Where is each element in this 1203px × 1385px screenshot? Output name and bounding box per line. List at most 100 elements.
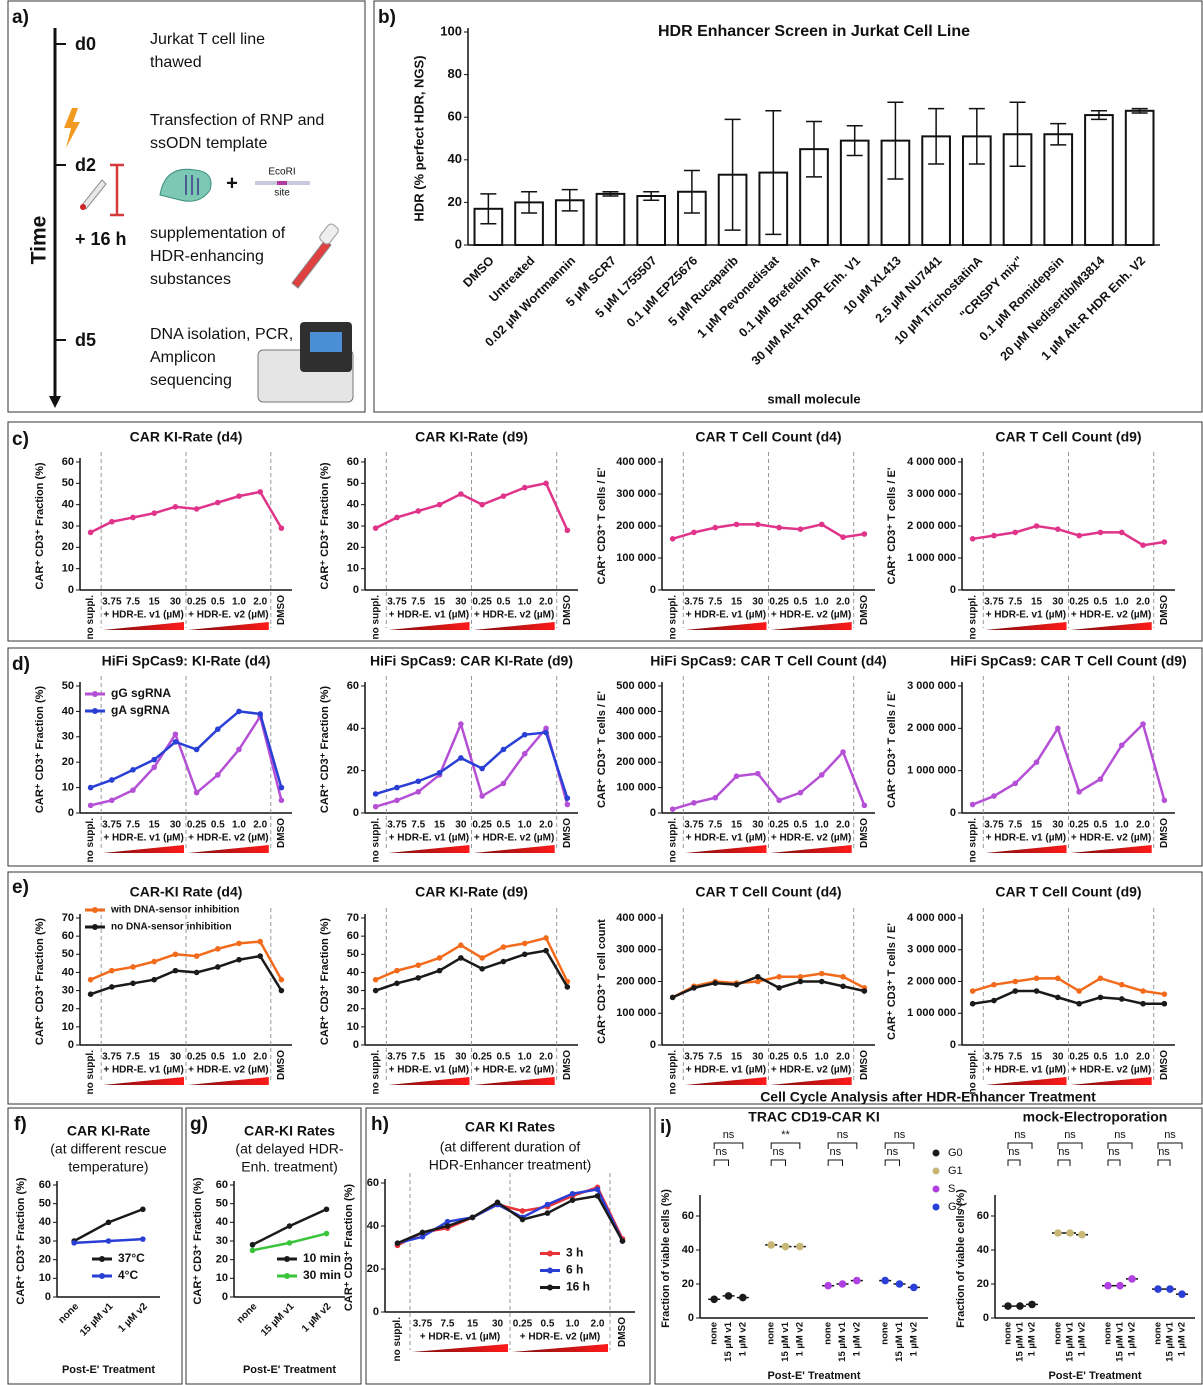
point [1012, 530, 1018, 536]
x-tick-label: 1.0 [815, 1052, 829, 1063]
point [1098, 776, 1104, 782]
chart-subtitle: TRAC CD19-CAR KI [748, 1109, 879, 1125]
x-tick-label: 15 µM v1 [723, 1321, 734, 1362]
y-tick-label: 70 [347, 912, 359, 924]
point [565, 802, 571, 808]
y-tick-label: 10 [347, 563, 359, 575]
point [798, 790, 804, 796]
point [88, 977, 94, 983]
point [1012, 988, 1018, 994]
figure: a) b) c) d) e) f) g) h) i) Time d0 d2 + … [0, 0, 1203, 1385]
point [691, 800, 697, 806]
y-axis-label: CAR⁺ CD3⁺ Fraction (%) [319, 686, 331, 813]
x-tick-label: 2.0 [539, 820, 553, 831]
point [470, 1215, 476, 1221]
point [501, 493, 507, 499]
dose-ramp [388, 845, 469, 853]
y-tick-label: 2 000 000 [907, 520, 956, 532]
x-tick-label: none [880, 1322, 891, 1345]
x-tick-label: DMSO [460, 253, 497, 290]
point [1034, 523, 1040, 529]
x-tick-label: none [766, 1322, 777, 1345]
x-tick-label: 30 [455, 820, 467, 831]
x-tick-label: 0.1 µM EPZ5676 [624, 254, 700, 330]
step-text: substances [150, 271, 231, 288]
y-axis-label: Fraction of viable cells (%) [660, 1189, 672, 1328]
point [215, 500, 221, 506]
point [862, 803, 868, 809]
point [437, 955, 443, 961]
panel-label: h) [371, 1114, 389, 1135]
y-tick-label: 70 [62, 912, 74, 924]
x-tick-label: 15 [149, 1052, 161, 1063]
point [595, 1193, 601, 1199]
group-label: + HDR-E. v2 (µM) [1071, 1065, 1152, 1076]
x-tick-label: no suppl. [967, 595, 978, 640]
y-tick-label: 10 [62, 782, 74, 794]
x-tick-label: 3.75 [684, 820, 704, 831]
x-tick-label: 0.5 [496, 597, 510, 608]
legend-marker [933, 1150, 940, 1157]
x-tick-label: 15 [1031, 820, 1043, 831]
y-tick-label: 20 [682, 1278, 694, 1290]
point [896, 1280, 904, 1288]
y-tick-label: 0 [650, 584, 656, 596]
pipette-bulb [318, 222, 340, 245]
x-tick-label: 30 [752, 820, 764, 831]
group-label: + HDR-E. v1 (µM) [686, 833, 767, 844]
y-tick-label: 40 [367, 1220, 379, 1232]
chart-title: CAR-KI Rates [244, 1123, 335, 1139]
group-label: + HDR-E. v1 (µM) [986, 610, 1067, 621]
y-tick-label: 20 [62, 1003, 74, 1015]
point [373, 977, 379, 983]
x-tick-label: 1.0 [1115, 597, 1129, 608]
legend-label: 37°C [118, 1251, 145, 1265]
y-tick-label: 20 [347, 1003, 359, 1015]
x-tick-label: 0.25 [472, 820, 492, 831]
panel-label: g) [190, 1114, 208, 1135]
point [776, 985, 782, 991]
x-tick-label: 0.25 [1069, 1052, 1089, 1063]
dose-ramp [103, 845, 184, 853]
significance-bracket [714, 1160, 728, 1166]
y-tick-label: 40 [62, 499, 74, 511]
dose-ramp [103, 1077, 184, 1085]
x-tick-label: 1 µM v2 [1077, 1322, 1088, 1357]
time-point: + 16 h [75, 229, 127, 249]
y-tick-label: 20 [39, 1254, 51, 1266]
x-tick-label: 3.75 [413, 1319, 433, 1330]
point [250, 1242, 256, 1248]
point [520, 1208, 526, 1214]
significance-label: ns [773, 1146, 785, 1158]
y-tick-label: 1 000 000 [907, 552, 956, 564]
significance-label: ns [894, 1129, 906, 1141]
point [620, 1238, 626, 1244]
x-tick-label: 15 [467, 1319, 479, 1330]
significance-label: ns [1014, 1129, 1026, 1141]
x-tick-label: 7.5 [708, 820, 722, 831]
chart-title: HiFi SpCas9: CAR T Cell Count (d9) [950, 653, 1186, 669]
group-label: + HDR-E. v2 (µM) [474, 610, 555, 621]
x-tick-label: DMSO [276, 1050, 287, 1080]
group-label: + HDR-E. v1 (µM) [389, 1065, 470, 1076]
point [437, 968, 443, 974]
group-label: + HDR-E. v1 (µM) [103, 1065, 184, 1076]
dose-ramp [512, 1344, 608, 1352]
point [1162, 539, 1168, 545]
dose-ramp [1071, 622, 1152, 630]
point [130, 787, 136, 793]
x-tick-label: 0.25 [187, 1052, 207, 1063]
point [798, 526, 804, 532]
x-tick-label: 2.0 [1136, 1052, 1150, 1063]
x-tick-label: 0.5 [1093, 597, 1107, 608]
x-tick-label: 7.5 [126, 820, 140, 831]
y-tick-label: 40 [347, 499, 359, 511]
y-tick-label: 40 [977, 1244, 989, 1256]
point [501, 781, 507, 787]
point [415, 778, 421, 784]
legend-marker [547, 1268, 553, 1274]
point [109, 798, 115, 804]
y-tick-label: 400 000 [616, 912, 656, 924]
x-tick-label: 15 µM v1 [1065, 1321, 1076, 1362]
chart-subtitle: mock-Electroporation [1023, 1109, 1168, 1125]
